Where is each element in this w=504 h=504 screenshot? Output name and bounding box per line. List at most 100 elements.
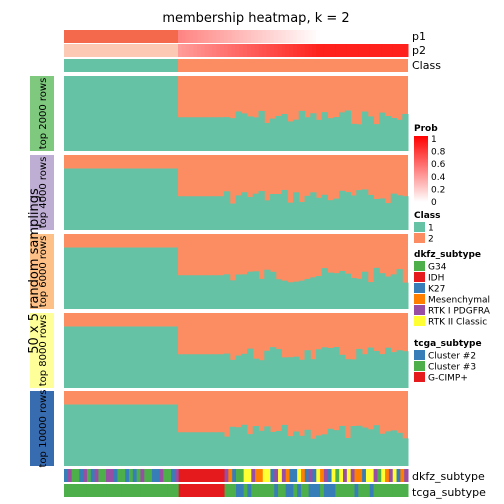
p2-cell bbox=[204, 44, 210, 57]
heatmap-cell-class-1 bbox=[333, 430, 340, 466]
p2-cell bbox=[227, 44, 233, 57]
heatmap-cell-class-1 bbox=[206, 275, 213, 309]
tcga-subtype-cell bbox=[64, 484, 69, 497]
heatmap-cell-class-1 bbox=[316, 276, 323, 309]
legend-swatch bbox=[414, 283, 425, 293]
p2-cell bbox=[342, 44, 348, 57]
heatmap-cell-class-1 bbox=[212, 432, 219, 466]
dkfz-subtype-cell bbox=[308, 469, 313, 482]
heatmap-cell-class-1 bbox=[390, 352, 397, 388]
heatmap-cell-class-1 bbox=[189, 196, 196, 230]
dkfz-subtype-cell bbox=[128, 469, 134, 482]
p2-cell bbox=[400, 44, 405, 57]
heatmap-cell-class-1 bbox=[275, 279, 282, 309]
tcga-subtype-cell bbox=[339, 484, 344, 497]
dkfz-subtype-cell bbox=[132, 469, 138, 482]
heatmap-cell-class-1 bbox=[298, 359, 305, 388]
dkfz-subtype-cell bbox=[369, 469, 375, 482]
row-group-label: top 4000 rows bbox=[38, 157, 49, 229]
p1-cell bbox=[377, 30, 382, 43]
tcga-subtype-cell bbox=[186, 484, 191, 497]
heatmap-cell-class-1 bbox=[310, 277, 317, 309]
dkfz-subtype-cell bbox=[159, 469, 164, 482]
heatmap-cell-class-1 bbox=[339, 425, 346, 466]
dkfz-subtype-cell bbox=[400, 469, 405, 482]
tcga-subtype-cell bbox=[255, 484, 260, 497]
heatmap-cell-class-1 bbox=[189, 354, 196, 388]
heatmap-cell-class-1 bbox=[218, 432, 225, 466]
dkfz-subtype-cell bbox=[300, 469, 306, 482]
heatmap-cell-class-1 bbox=[390, 193, 397, 230]
dkfz-subtype-cell bbox=[144, 469, 149, 482]
heatmap-cell-class-1 bbox=[367, 347, 374, 388]
heatmap-cell-class-1 bbox=[379, 112, 386, 151]
tcga-subtype-cell bbox=[289, 484, 294, 497]
heatmap-cell-class-1 bbox=[373, 425, 380, 466]
p2-cell bbox=[346, 44, 351, 57]
tcga-subtype-cell bbox=[197, 484, 203, 497]
tcga-subtype-cell bbox=[400, 484, 405, 497]
heatmap-cell-class-1 bbox=[321, 434, 328, 466]
heatmap-cell-class-1 bbox=[356, 278, 363, 309]
heatmap-cell-class-1 bbox=[396, 119, 403, 151]
p1-cell bbox=[235, 30, 240, 43]
tcga-subtype-cell bbox=[167, 484, 172, 497]
p2-cell bbox=[212, 44, 217, 57]
dkfz-subtype-cell bbox=[331, 469, 336, 482]
dkfz-subtype-cell bbox=[243, 469, 248, 482]
heatmap-cell-class-1 bbox=[241, 113, 248, 151]
heatmap-cell-class-1 bbox=[287, 436, 294, 466]
heatmap-cell-class-1 bbox=[281, 280, 288, 309]
tcga-subtype-cell bbox=[86, 484, 92, 497]
heatmap-cell-class-1 bbox=[356, 124, 363, 151]
heatmap-cell-class-1 bbox=[264, 426, 271, 466]
tcga-subtype-cell bbox=[228, 484, 233, 497]
p2-cell bbox=[64, 44, 178, 57]
heatmap-cell-class-1 bbox=[212, 196, 219, 230]
tcga-subtype-cell bbox=[297, 484, 302, 497]
dkfz-subtype-cell bbox=[362, 469, 367, 482]
p1-cell bbox=[197, 30, 202, 43]
dkfz-subtype-cell bbox=[193, 469, 199, 482]
heatmap-cell-class-1 bbox=[287, 282, 294, 309]
p2-cell bbox=[270, 44, 275, 57]
p2-cell bbox=[327, 44, 332, 57]
dkfz-subtype-cell bbox=[396, 469, 401, 482]
p2-cell bbox=[358, 44, 363, 57]
dkfz-subtype-cell bbox=[255, 469, 260, 482]
dkfz-subtype-cell bbox=[388, 469, 394, 482]
dkfz-subtype-cell bbox=[373, 469, 378, 482]
heatmap-cell-class-1 bbox=[327, 347, 334, 388]
tcga-subtype-cell bbox=[362, 484, 367, 497]
dkfz-subtype-cell bbox=[350, 469, 355, 482]
heatmap-cell-class-1 bbox=[270, 431, 277, 466]
tcga-subtype-cell bbox=[193, 484, 199, 497]
tcga-subtype-cell bbox=[178, 484, 183, 497]
dkfz-subtype-cell bbox=[121, 469, 126, 482]
dkfz-subtype-cell bbox=[94, 469, 99, 482]
heatmap-cell-class-1 bbox=[362, 354, 369, 388]
heatmap-cell-class-1 bbox=[212, 354, 219, 388]
row-group-label: top 6000 rows bbox=[38, 236, 49, 308]
heatmap-cell-class-1 bbox=[333, 347, 340, 388]
prob-tick-label: 0.4 bbox=[431, 173, 446, 183]
heatmap-cell-class-1 bbox=[287, 121, 294, 151]
tcga-subtype-cell bbox=[331, 484, 336, 497]
tcga-subtype-cell bbox=[320, 484, 325, 497]
p1-cell bbox=[189, 30, 194, 43]
dkfz-subtype-cell bbox=[79, 469, 84, 482]
heatmap-cell-class-1 bbox=[252, 117, 259, 151]
heatmap-cell-class-1 bbox=[356, 348, 363, 388]
p2-cell bbox=[350, 44, 355, 57]
heatmap-cell-class-1 bbox=[298, 110, 305, 151]
dkfz-subtype-cell bbox=[197, 469, 203, 482]
heatmap-cell-class-1 bbox=[252, 358, 259, 388]
dkfz-subtype-cell bbox=[392, 469, 398, 482]
heatmap-cell-class-1 bbox=[218, 354, 225, 388]
dkfz-subtype-cell bbox=[113, 469, 119, 482]
heatmap-cell-class-1 bbox=[367, 429, 374, 466]
dkfz-subtype-cell bbox=[216, 469, 222, 482]
heatmap-cell-class-1 bbox=[293, 431, 300, 466]
tcga-subtype-cell bbox=[159, 484, 164, 497]
